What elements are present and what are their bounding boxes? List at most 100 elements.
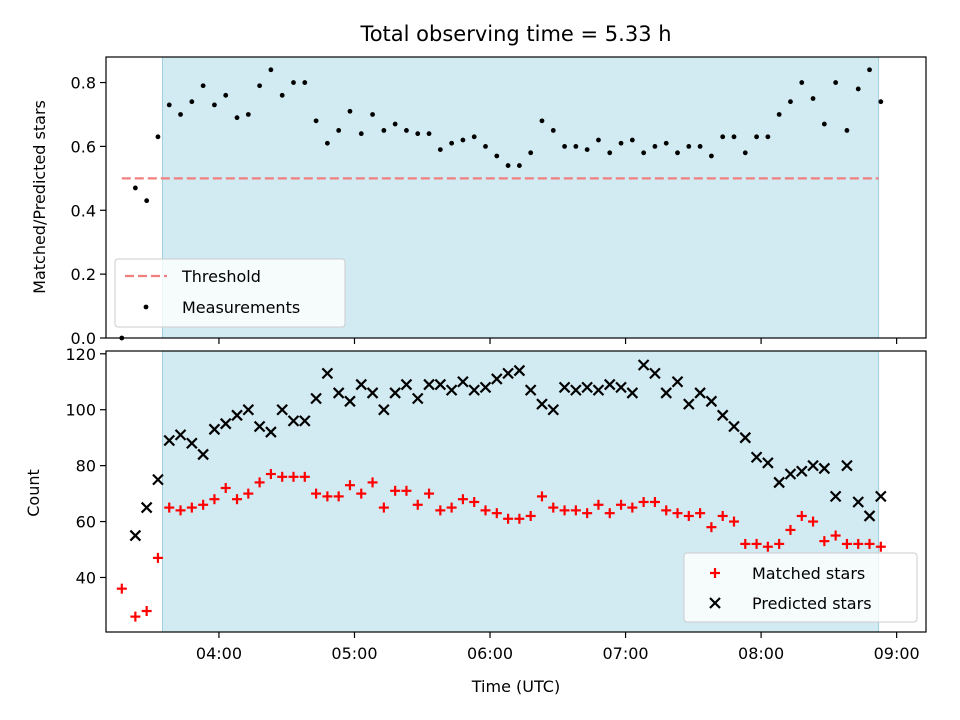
matched-point-32 [480, 505, 491, 516]
predicted-point-14 [287, 415, 300, 427]
measurement-point-29 [449, 140, 455, 146]
predicted-point-24 [400, 378, 413, 391]
predicted-point-44 [626, 387, 639, 399]
measurement-point-39 [562, 144, 567, 149]
measurement-point-64 [844, 128, 850, 133]
measurement-point-23 [381, 128, 387, 133]
measurement-point-13 [268, 67, 274, 73]
measurement-point-49 [675, 150, 680, 156]
matched-point-17 [311, 488, 322, 499]
matched-point-26 [412, 499, 423, 510]
measurement-point-56 [754, 134, 759, 140]
matched-point-4 [164, 502, 175, 513]
legend-measurements-label: Measurements [182, 298, 300, 317]
top-axes-frame [105, 56, 927, 339]
measurement-point-37 [539, 118, 545, 124]
matched-point-16 [299, 471, 310, 482]
measurement-point-17 [313, 118, 319, 124]
measurement-point-36 [528, 150, 534, 156]
measurement-point-5 [178, 112, 183, 117]
predicted-point-42 [603, 378, 616, 391]
matched-point-9 [220, 483, 231, 494]
matched-point-6 [186, 502, 197, 513]
measurement-point-45 [629, 137, 635, 143]
matched-point-21 [356, 488, 367, 499]
bottom-panel: 40 60 80 100 120 04:00 05:00 06:00 07:00 08:00 09… [24, 345, 927, 696]
measurement-point-58 [776, 112, 782, 117]
matched-point-2 [141, 606, 152, 617]
measurement-point-20 [347, 108, 353, 114]
matched-point-63 [830, 530, 841, 541]
measurement-point-60 [799, 80, 805, 85]
measurement-point-52 [708, 153, 714, 159]
xtick-label-1: 05:00 [331, 644, 377, 663]
measurement-point-42 [596, 137, 601, 143]
predicted-point-34 [513, 364, 526, 377]
measurement-point-38 [550, 128, 556, 133]
measurement-point-24 [392, 121, 398, 127]
predicted-point-7 [208, 423, 221, 436]
measurement-point-40 [573, 144, 579, 149]
matched-point-52 [706, 522, 717, 533]
matched-point-48 [661, 505, 672, 516]
matched-point-65 [853, 538, 864, 549]
matched-point-44 [616, 499, 627, 510]
predicted-point-66 [875, 490, 887, 503]
predicted-point-12 [265, 426, 277, 438]
predicted-point-60 [807, 459, 819, 472]
matched-point-3 [152, 552, 163, 563]
top-legend-box [114, 258, 346, 328]
predicted-point-54 [739, 431, 752, 444]
predicted-point-51 [705, 395, 718, 408]
measurement-point-30 [460, 137, 466, 143]
top-ytick-label-4: 0.8 [71, 74, 96, 93]
top-y-ticks: 0.0 0.2 0.4 0.6 0.8 [71, 74, 106, 348]
measurement-point-34 [505, 163, 511, 168]
predicted-point-17 [321, 367, 334, 380]
predicted-point-37 [547, 403, 560, 416]
measurement-point-26 [415, 131, 421, 137]
bottom-x-ticks: 04:00 05:00 06:00 07:00 08:00 09:00 [196, 632, 920, 663]
predicted-point-18 [332, 387, 345, 399]
predicted-point-16 [310, 392, 322, 405]
predicted-point-15 [299, 415, 311, 427]
matched-point-7 [198, 499, 209, 510]
matched-point-34 [503, 513, 514, 524]
predicted-point-32 [491, 373, 503, 385]
measurement-point-8 [212, 102, 217, 108]
matched-point-1 [130, 611, 141, 622]
predicted-point-36 [536, 398, 548, 410]
matched-point-38 [548, 502, 559, 513]
matched-point-58 [774, 538, 785, 549]
matched-point-51 [695, 508, 706, 519]
predicted-point-41 [592, 384, 605, 396]
bottom-ytick-label-1: 60 [76, 513, 96, 532]
bottom-ytick-label-0: 40 [76, 568, 96, 587]
measurement-point-12 [257, 83, 263, 89]
matched-point-22 [367, 477, 378, 488]
predicted-point-8 [219, 417, 232, 430]
top-panel: 0.00.20.40.60.8 Matched/Predicted stars … [30, 56, 927, 348]
predicted-point-35 [524, 384, 537, 396]
legend-matched-marker [710, 568, 720, 578]
matched-point-50 [683, 510, 694, 521]
measurement-point-55 [742, 150, 748, 156]
legend-matched-swatch [710, 568, 720, 578]
predicted-point-45 [637, 359, 650, 371]
legend-predicted-label: Predicted stars [752, 594, 872, 613]
measurement-point-67 [878, 99, 884, 105]
predicted-point-43 [615, 381, 627, 394]
matched-point-20 [344, 480, 355, 491]
predicted-point-52 [716, 409, 729, 422]
matched-point-47 [649, 496, 660, 507]
measurement-point-63 [833, 80, 839, 85]
measurement-point-6 [189, 99, 195, 105]
matched-point-14 [277, 471, 288, 482]
predicted-point-49 [683, 398, 695, 410]
matched-point-28 [435, 505, 446, 516]
legend-predicted-swatch [709, 597, 721, 609]
matched-point-10 [232, 494, 243, 505]
predicted-point-0 [129, 529, 142, 542]
measurement-point-50 [686, 144, 692, 149]
